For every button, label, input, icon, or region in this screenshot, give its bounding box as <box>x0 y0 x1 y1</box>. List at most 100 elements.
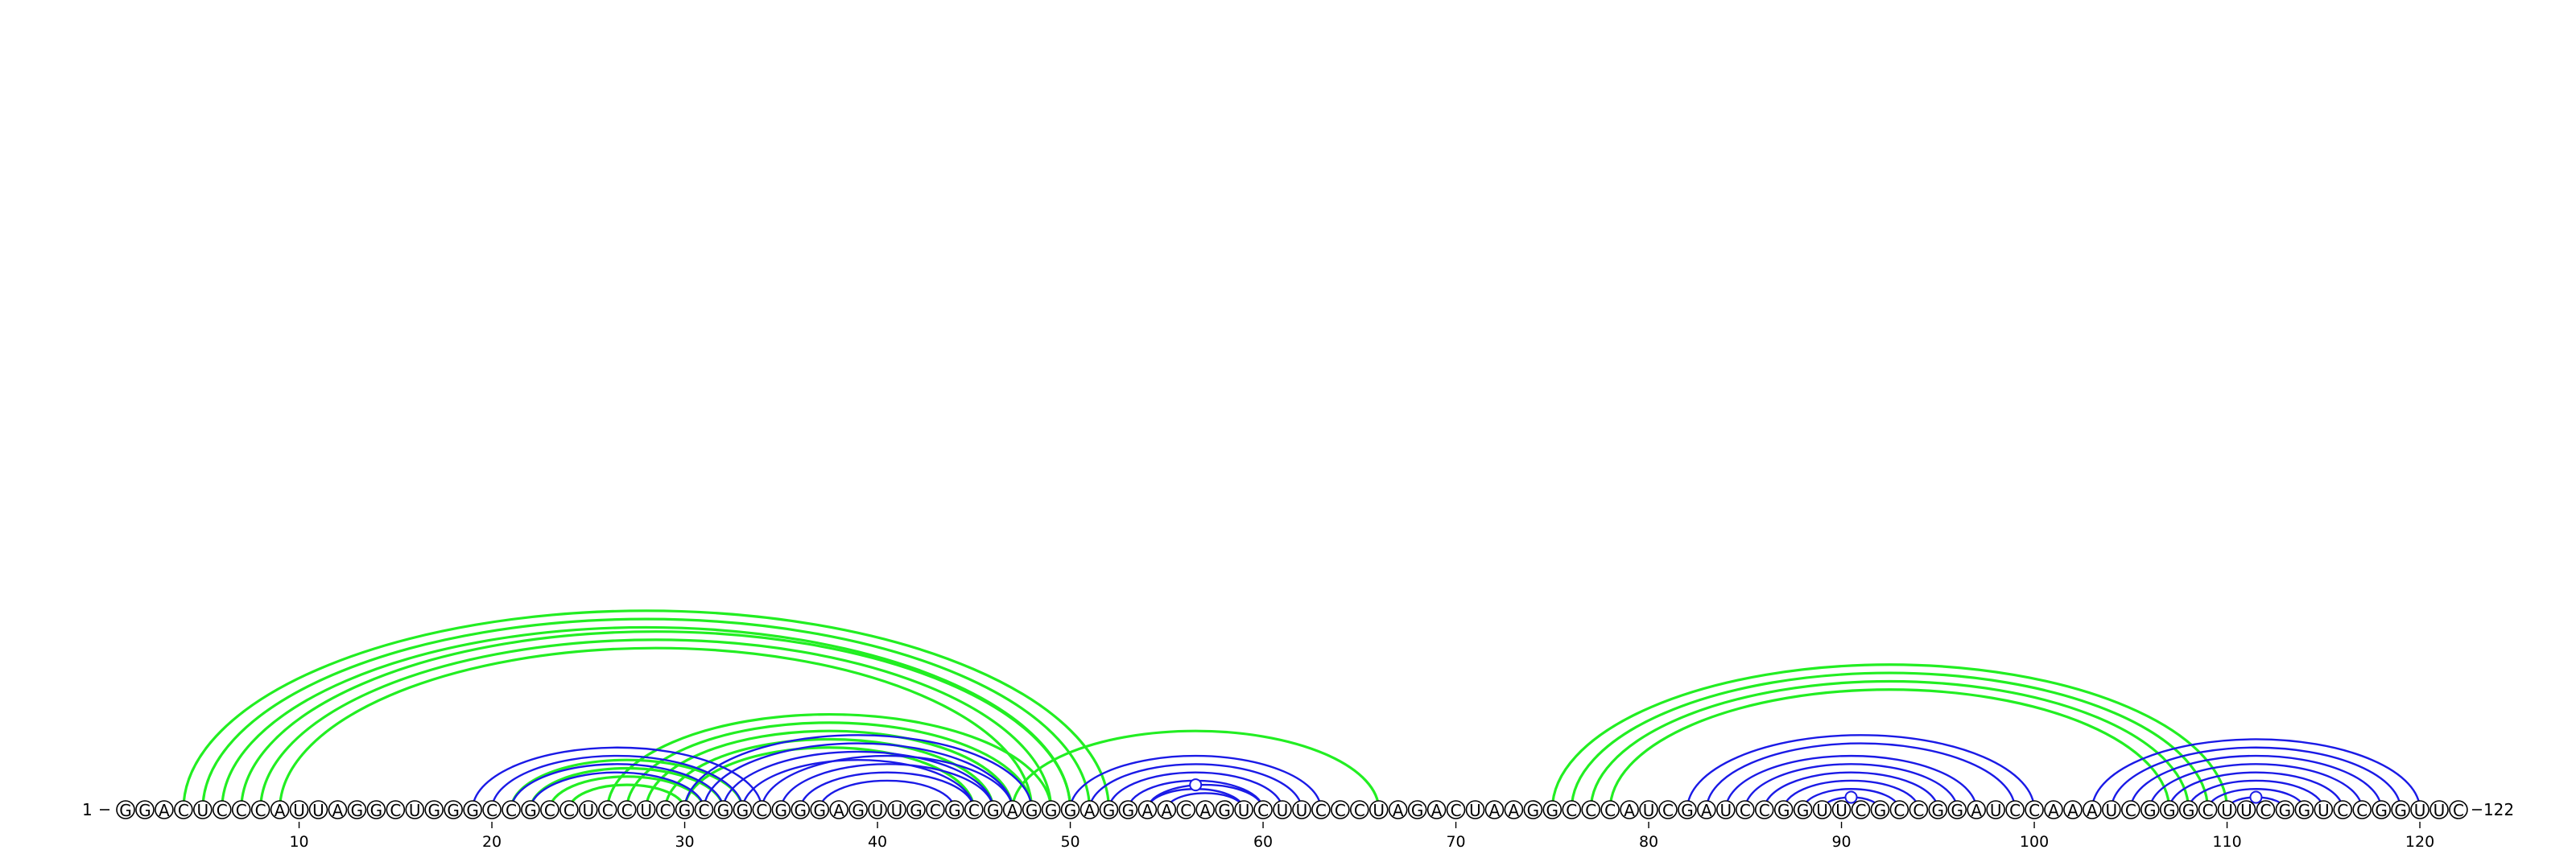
blue-arc-33-45 <box>741 759 975 811</box>
arcs-layer <box>182 609 2421 811</box>
nucleotide-letter: G <box>1045 801 1058 820</box>
nucleotide-circle <box>1658 800 1678 819</box>
nucleotide-letter: U <box>1277 801 1289 820</box>
nucleotide-letter: G <box>370 801 383 820</box>
nucleotide-circle <box>174 800 193 819</box>
nucleotide-circle <box>2449 800 2468 819</box>
nucleotide-letter: C <box>544 801 555 820</box>
tick-label-30: 30 <box>675 833 694 851</box>
end-label: 122 <box>2483 800 2514 819</box>
nucleotide-119: G <box>2391 800 2410 820</box>
nucleotide-73: A <box>1504 800 1524 820</box>
nucleotide-circle <box>2314 800 2334 819</box>
nucleotide-99: C <box>2005 800 2025 820</box>
nucleotide-82: G <box>1678 800 1697 820</box>
nucleotide-circle <box>1118 800 1138 819</box>
blue-arc-108-115 <box>2187 779 2325 811</box>
green-arc-29-46 <box>664 737 995 811</box>
nucleotide-105: C <box>2121 800 2140 820</box>
nucleotide-circle <box>868 800 887 819</box>
nucleotide-letter: C <box>2125 801 2136 820</box>
nucleotide-letter: G <box>987 801 1000 820</box>
nucleotide-6: C <box>212 800 232 820</box>
nucleotide-8: C <box>250 800 270 820</box>
nucleotide-letter: C <box>1856 801 1867 820</box>
nucleotide-48: G <box>1022 800 1042 820</box>
green-arc-47-66 <box>1011 729 1381 811</box>
nucleotide-65: C <box>1350 800 1369 820</box>
nucleotide-68: G <box>1407 800 1427 820</box>
nucleotide-letter: C <box>506 801 517 820</box>
nucleotide-letter: U <box>409 801 421 820</box>
nucleotide-circle <box>1831 800 1852 819</box>
green-arc-9-48 <box>279 646 1034 811</box>
nucleotide-37: G <box>810 800 830 820</box>
nucleotide-circle <box>655 800 675 819</box>
nucleotide-circle <box>2005 800 2025 819</box>
nucleotide-letter: G <box>852 801 865 820</box>
loop-marker <box>1844 790 1858 804</box>
nucleotide-59: U <box>1234 800 1253 820</box>
nucleotide-letter: U <box>1643 801 1655 820</box>
nucleotide-89: U <box>1812 800 1832 820</box>
nucleotide-circle <box>2333 800 2353 819</box>
nucleotide-circle <box>1465 800 1485 819</box>
nucleotide-circle <box>482 800 502 819</box>
nucleotide-100: C <box>2025 800 2044 820</box>
green-arc-76-109 <box>1570 671 2210 811</box>
loop-markers <box>1189 778 2263 804</box>
blue-arc-19-34 <box>471 746 763 811</box>
nucleotide-circle <box>2275 800 2295 819</box>
nucleotide-circle <box>1157 800 1177 819</box>
nucleotide-103: A <box>2083 800 2102 820</box>
nucleotide-22: G <box>521 800 540 820</box>
blue-arc-86-95 <box>1763 771 1939 811</box>
nucleotide-72: A <box>1484 800 1505 820</box>
nucleotide-circle <box>2372 800 2391 819</box>
nucleotide-circle <box>1311 800 1331 819</box>
nucleotide-34: C <box>752 800 772 820</box>
nucleotide-circle <box>1986 800 2005 819</box>
nucleotide-92: G <box>1870 800 1890 820</box>
nucleotide-46: G <box>983 800 1003 820</box>
nucleotide-circle <box>193 800 213 819</box>
nucleotide-letter: G <box>2394 801 2407 820</box>
green-arc-5-51 <box>201 617 1092 811</box>
nucleotide-letter: A <box>833 801 844 820</box>
nucleotide-121: U <box>2429 800 2449 820</box>
nucleotide-letter: U <box>196 801 208 820</box>
nucleotide-56: C <box>1176 800 1196 820</box>
nucleotide-circle <box>1273 800 1292 819</box>
nucleotide-117: C <box>2352 800 2372 820</box>
nucleotide-circle <box>1716 800 1736 819</box>
blue-arc-34-47 <box>761 754 1013 811</box>
nucleotide-letter: G <box>813 801 826 820</box>
nucleotide-2: G <box>135 800 155 820</box>
nucleotide-circle <box>559 800 579 819</box>
nucleotide-24: C <box>559 800 579 820</box>
nucleotide-27: C <box>617 800 637 820</box>
nucleotide-letter: A <box>2048 801 2059 820</box>
nucleotide-circle <box>1099 800 1119 819</box>
nucleotide-letter: A <box>1393 801 1404 820</box>
nucleotide-letter: G <box>2144 801 2157 820</box>
nucleotide-63: C <box>1311 800 1331 820</box>
nucleotide-circle <box>848 800 868 819</box>
blue-arc-105-118 <box>2129 754 2383 811</box>
nucleotide-50: G <box>1060 800 1080 820</box>
nucleotide-7: C <box>231 800 251 820</box>
nucleotide-letter: C <box>1759 801 1770 820</box>
tick-label-100: 100 <box>2020 833 2049 851</box>
blue-arc-36-45 <box>799 771 975 811</box>
nucleotide-letter: C <box>255 801 266 820</box>
nucleotide-letter: G <box>1218 801 1231 820</box>
blue-arc-106-117 <box>2149 763 2363 811</box>
loop-marker <box>2249 790 2263 804</box>
nucleotide-circle <box>347 800 367 819</box>
nucleotide-letter: G <box>1411 801 1424 820</box>
nucleotide-circle <box>926 800 945 819</box>
nucleotide-letter: C <box>1315 801 1327 820</box>
blue-arc-87-94 <box>1782 779 1920 811</box>
nucleotide-93: C <box>1889 800 1909 820</box>
